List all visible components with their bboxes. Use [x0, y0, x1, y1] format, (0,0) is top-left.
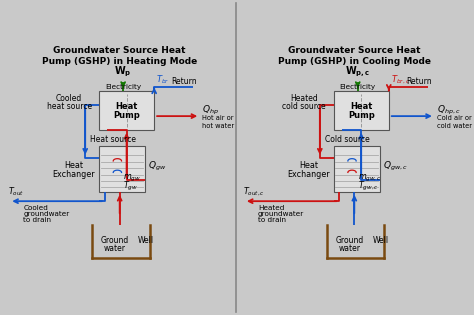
- Text: Groundwater Source Heat
Pump (GSHP) in Cooling Mode: Groundwater Source Heat Pump (GSHP) in C…: [278, 46, 431, 66]
- Text: $Q_{hp,c}$: $Q_{hp,c}$: [437, 104, 461, 117]
- Text: Heat: Heat: [115, 102, 138, 111]
- Text: to drain: to drain: [258, 217, 286, 223]
- Text: groundwater: groundwater: [23, 211, 69, 217]
- Text: Well: Well: [373, 236, 389, 245]
- Text: Pump: Pump: [348, 111, 374, 120]
- Text: Heated: Heated: [290, 94, 318, 103]
- Bar: [334, 91, 389, 130]
- Text: Heat source: Heat source: [90, 135, 136, 144]
- Text: Hot air or: Hot air or: [202, 115, 234, 121]
- Text: $\mathbf{W_p}$: $\mathbf{W_p}$: [114, 65, 132, 79]
- Text: Cooled: Cooled: [23, 205, 48, 211]
- Text: cold source: cold source: [282, 102, 326, 112]
- Text: heat source: heat source: [46, 102, 91, 112]
- Text: $T_{br}$: $T_{br}$: [156, 73, 170, 86]
- Text: $Q_{hp}$: $Q_{hp}$: [202, 104, 219, 117]
- Text: Ground: Ground: [101, 236, 129, 245]
- Bar: [99, 91, 154, 130]
- Text: to drain: to drain: [23, 217, 51, 223]
- Text: Well: Well: [138, 236, 154, 245]
- Text: Cooled: Cooled: [56, 94, 82, 103]
- Text: $T_{br,c}$: $T_{br,c}$: [391, 73, 410, 86]
- Text: $m_{gw}$: $m_{gw}$: [123, 173, 141, 184]
- Text: Cold air or: Cold air or: [437, 115, 472, 121]
- Text: Heat: Heat: [64, 161, 83, 170]
- Text: Exchanger: Exchanger: [53, 170, 95, 179]
- Text: $T_{out}$: $T_{out}$: [8, 186, 25, 198]
- Text: water: water: [339, 244, 361, 253]
- Bar: [99, 146, 145, 192]
- Text: $T_{out,c}$: $T_{out,c}$: [243, 186, 265, 198]
- Text: $T_{gw}$: $T_{gw}$: [123, 180, 138, 193]
- Text: water: water: [104, 244, 126, 253]
- Text: cold water: cold water: [437, 123, 472, 129]
- Text: Return: Return: [171, 77, 197, 86]
- Text: Return: Return: [406, 77, 431, 86]
- Text: Cold source: Cold source: [325, 135, 370, 144]
- Text: $Q_{gw}$: $Q_{gw}$: [148, 160, 167, 173]
- Text: Heat: Heat: [350, 102, 373, 111]
- Text: Electricity: Electricity: [105, 84, 141, 90]
- Text: Exchanger: Exchanger: [287, 170, 329, 179]
- Text: Ground: Ground: [336, 236, 364, 245]
- Text: Pump: Pump: [113, 111, 140, 120]
- Text: Heated: Heated: [258, 205, 284, 211]
- Text: groundwater: groundwater: [258, 211, 304, 217]
- Text: Electricity: Electricity: [340, 84, 376, 90]
- Text: $\mathbf{W_{p,c}}$: $\mathbf{W_{p,c}}$: [345, 65, 370, 79]
- Text: hot water: hot water: [202, 123, 235, 129]
- Bar: [334, 146, 380, 192]
- Text: $m_{gw,c}$: $m_{gw,c}$: [358, 173, 382, 184]
- Text: $Q_{gw,c}$: $Q_{gw,c}$: [383, 160, 408, 173]
- Text: $T_{gw,c}$: $T_{gw,c}$: [358, 180, 379, 193]
- Text: Heat: Heat: [299, 161, 318, 170]
- Text: Groundwater Source Heat
Pump (GSHP) in Heating Mode: Groundwater Source Heat Pump (GSHP) in H…: [42, 46, 197, 66]
